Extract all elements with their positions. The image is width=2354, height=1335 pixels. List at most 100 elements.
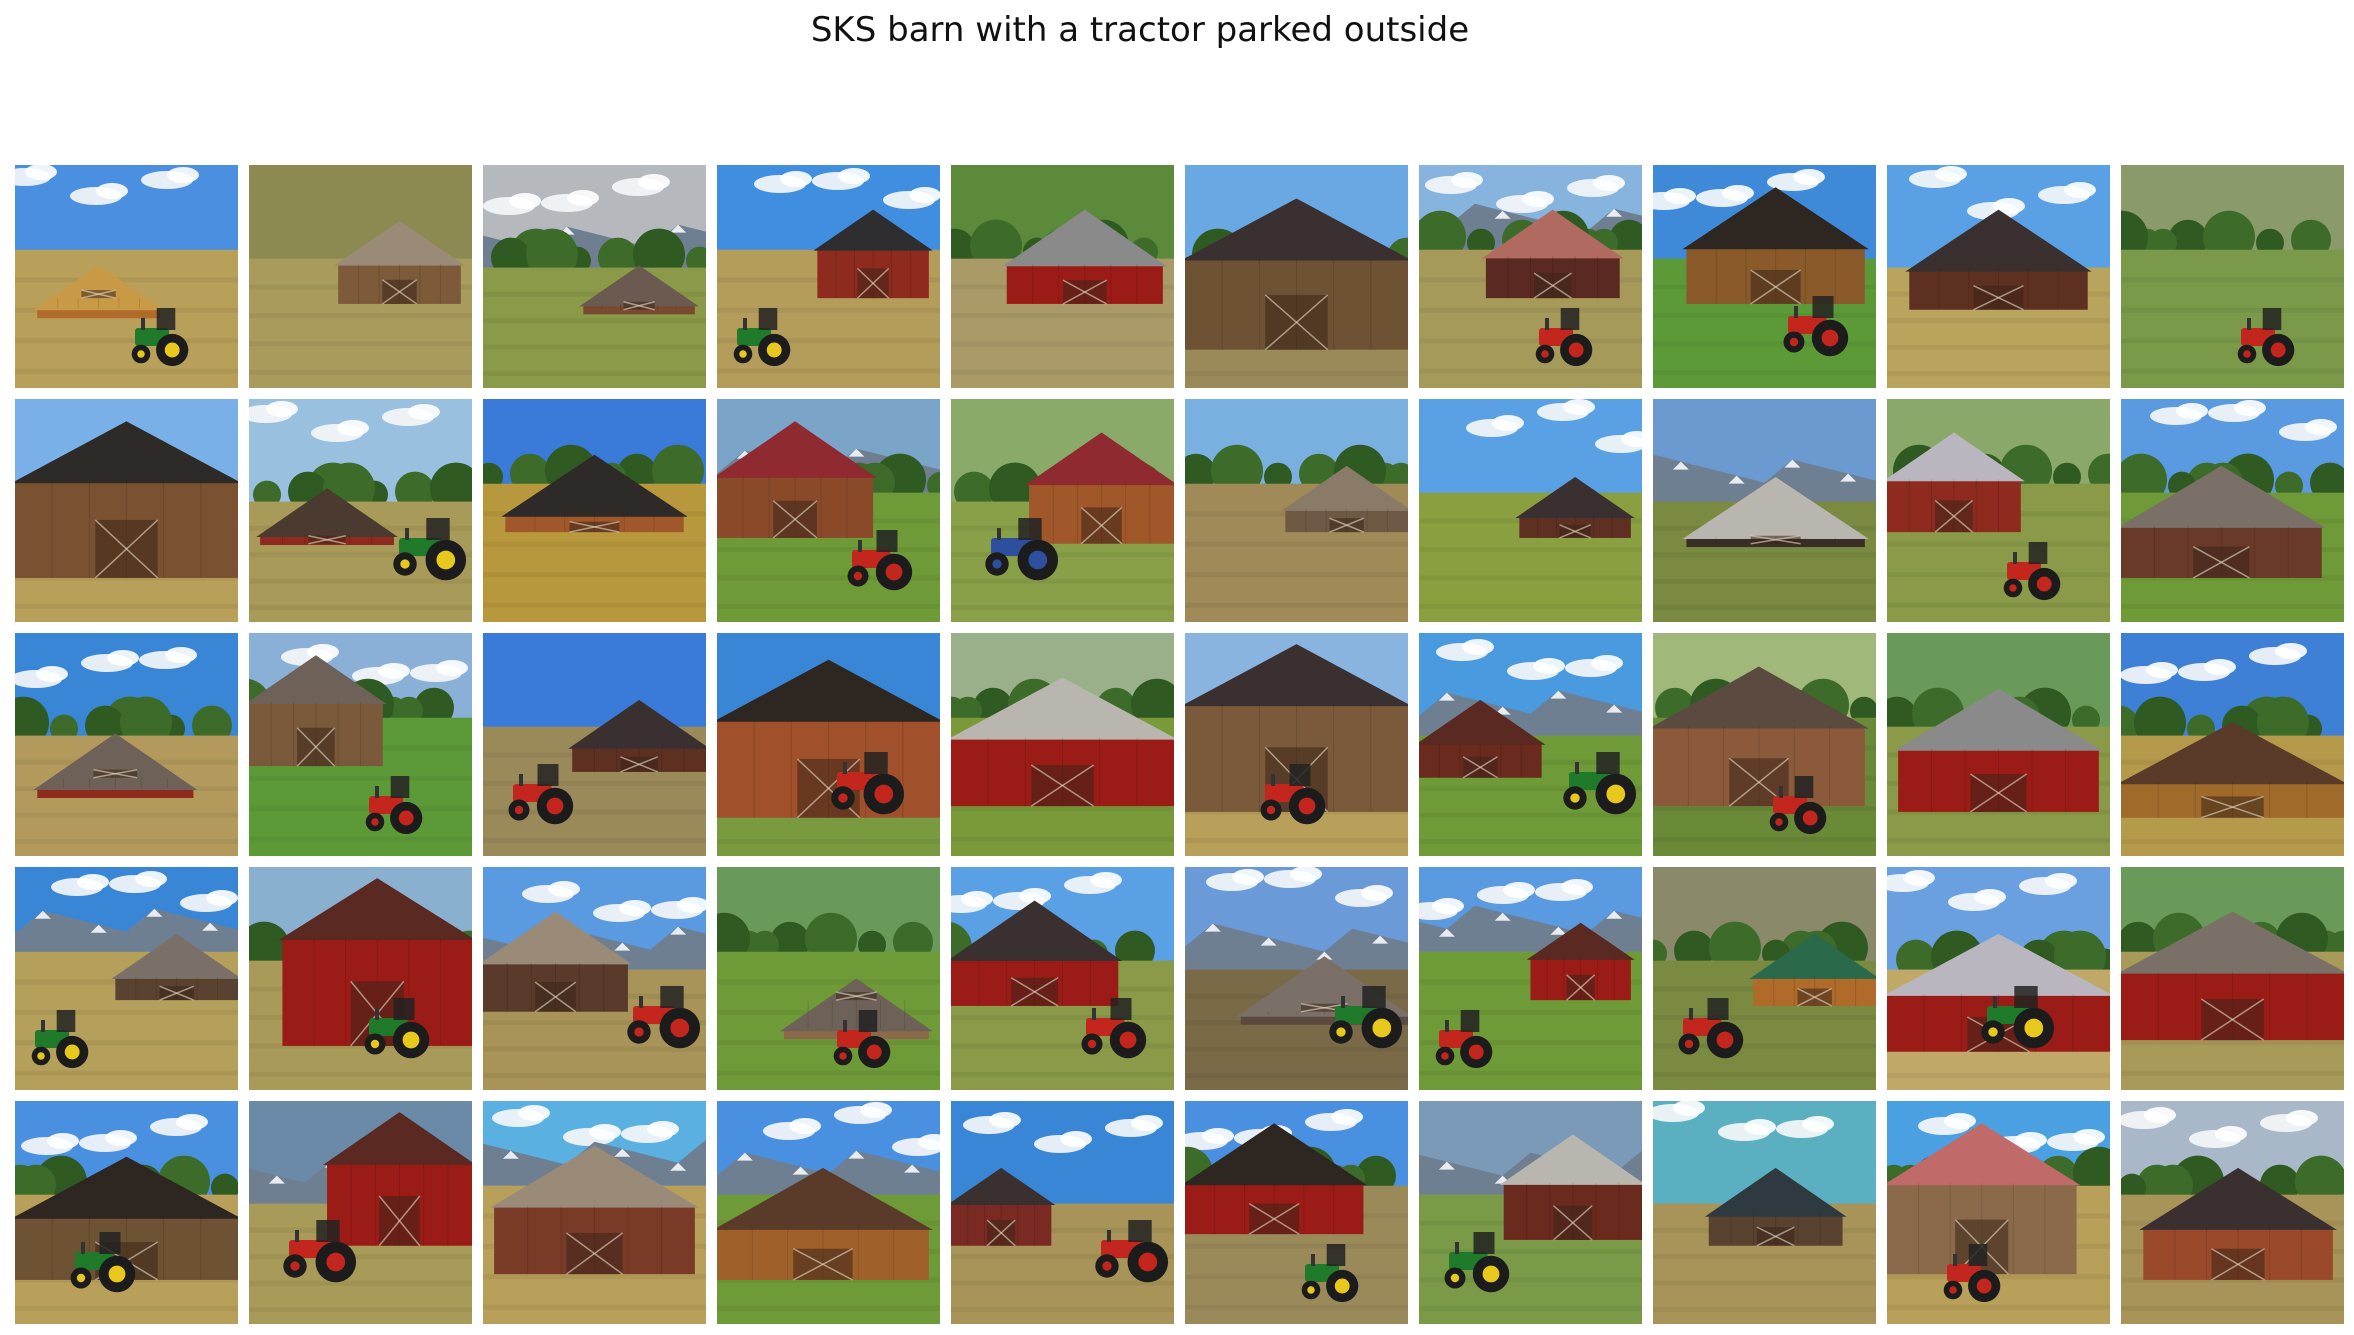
thumbnail-image — [15, 399, 238, 622]
barn-roof — [1499, 1134, 1642, 1185]
tree — [2121, 210, 2148, 263]
cloud — [436, 660, 468, 676]
barn-door-brace — [1750, 269, 1802, 305]
field-stripe — [1419, 812, 1642, 818]
thumbnail-image — [15, 165, 238, 388]
field-stripe — [15, 839, 238, 845]
field-stripe — [483, 541, 706, 547]
tractor-exhaust — [1993, 996, 1997, 1008]
tractor-rim — [1570, 793, 1580, 803]
field-stripe — [249, 578, 472, 584]
tractor-rim — [992, 559, 1002, 569]
barn-roof — [568, 699, 706, 749]
tractor-rim — [838, 793, 848, 803]
snow-cap — [848, 448, 865, 457]
thumbnail-image — [951, 633, 1174, 856]
field-stripe — [249, 806, 472, 812]
field-stripe — [951, 1227, 1174, 1233]
barn-door-brace — [534, 981, 577, 1013]
snow-cap — [1204, 923, 1221, 932]
tractor-cab — [1596, 752, 1620, 774]
barn-wall — [37, 787, 194, 798]
barn-roof — [579, 265, 699, 307]
tractor-rim — [1716, 1031, 1734, 1049]
tractor-rim — [398, 810, 414, 826]
cloud — [1903, 870, 1935, 886]
tractor-rim — [371, 818, 379, 826]
field-stripe — [2121, 603, 2344, 609]
tractor-cab — [1326, 1244, 1346, 1266]
snow-cap — [736, 1152, 753, 1161]
field-stripe — [951, 1043, 1174, 1049]
thumbnail-image — [1185, 867, 1408, 1090]
thumbnail-image — [1887, 633, 2110, 856]
tractor-exhaust — [1455, 1242, 1459, 1254]
thumbnail-image — [1185, 165, 1408, 388]
tractor-exhaust — [843, 762, 847, 774]
field-stripe — [717, 338, 940, 344]
tree — [414, 687, 454, 728]
barn-roof — [1887, 1123, 2081, 1186]
barn-roof — [951, 900, 1123, 961]
field-stripe — [249, 1254, 472, 1260]
cloud — [1090, 872, 1122, 888]
barn-door-brace — [93, 768, 138, 779]
cloud — [36, 666, 68, 682]
tractor-rim — [546, 797, 564, 815]
field-stripe — [15, 575, 238, 581]
thumbnail-image — [951, 399, 1174, 622]
field-stripe — [951, 1307, 1174, 1313]
snow-cap — [1840, 473, 1857, 482]
cloud — [47, 1133, 79, 1149]
tractor-rim — [766, 342, 782, 358]
tree — [858, 930, 886, 959]
tractor-rim — [1976, 1278, 1992, 1294]
cloud — [2015, 1132, 2047, 1148]
tree — [770, 921, 810, 962]
snow-cap — [90, 924, 107, 933]
field-stripe — [483, 572, 706, 578]
barn-scene — [951, 633, 1174, 856]
field-stripe — [2121, 1305, 2344, 1311]
barn-door-brace — [856, 267, 890, 299]
barn-scene — [1653, 1101, 1876, 1324]
cloud — [619, 900, 651, 916]
barn-roof — [2121, 722, 2344, 785]
barn-door-brace — [378, 1195, 421, 1247]
field-stripe — [1185, 541, 1408, 547]
field-stripe — [1653, 605, 1876, 611]
tractor-rim — [1372, 1018, 1392, 1038]
thumbnail-image — [2121, 1101, 2344, 1324]
field-stripe — [1653, 312, 1876, 318]
tractor-exhaust — [2247, 318, 2251, 330]
barn-door-brace — [620, 756, 659, 773]
tractor-exhaust — [1575, 762, 1579, 774]
thumbnail-image — [717, 399, 940, 622]
cloud — [25, 165, 57, 180]
field-stripe — [2121, 338, 2344, 344]
cloud — [567, 190, 599, 206]
barn-roof — [2121, 911, 2344, 974]
thumbnail-image — [483, 1101, 706, 1324]
cloud — [1673, 1101, 1705, 1116]
field-stripe — [1887, 1073, 2110, 1079]
tractor-exhaust — [1341, 996, 1345, 1008]
tree — [2149, 228, 2177, 257]
tractor-cab — [1289, 764, 1311, 786]
tree — [1185, 453, 1216, 494]
tree — [893, 921, 933, 962]
barn-scene — [2121, 633, 2344, 856]
barn-scene — [717, 165, 940, 388]
snow-cap — [848, 1150, 865, 1159]
field-stripe — [483, 837, 706, 843]
field-stripe — [951, 1071, 1174, 1077]
barn-roof — [490, 1145, 699, 1208]
tractor-rim — [1988, 1027, 1998, 1037]
cloud — [167, 167, 199, 183]
cloud — [1522, 191, 1554, 207]
barn-door-brace — [1728, 757, 1790, 807]
cloud — [1561, 879, 1593, 895]
barn-scene — [951, 399, 1174, 622]
tree — [2121, 705, 2139, 746]
field-stripe — [249, 836, 472, 842]
